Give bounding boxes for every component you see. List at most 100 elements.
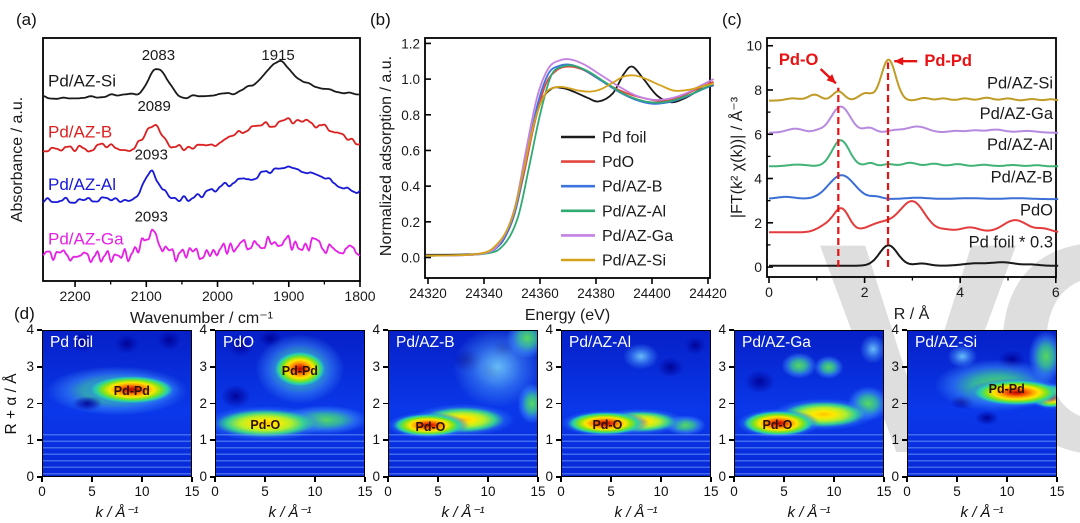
panel-b-y-tick-label: 1.0 — [401, 72, 420, 87]
heatmap-x-tick-label: 10 — [826, 484, 842, 499]
panel-a-peak-label: 2093 — [135, 147, 168, 164]
heatmap-x-tick-label: 0 — [384, 484, 392, 499]
heatmap-y-tick — [210, 365, 215, 368]
heatmap-y-tick-label: 0 — [372, 469, 380, 484]
heatmap-x-tick — [833, 477, 835, 482]
heatmap-y-tick — [902, 439, 907, 442]
heatmap-y-axis-title: R + α / Å — [3, 372, 20, 435]
legend-label-2: Pd/AZ-B — [602, 179, 662, 196]
heatmap-x-tick-label: 10 — [307, 484, 323, 499]
panel-a-curve-2 — [42, 165, 361, 204]
panel-a-peak-label: 2093 — [135, 209, 168, 226]
heatmap-x-tick-label: 15 — [357, 484, 373, 499]
heatmap-y-tick — [37, 402, 42, 405]
legend-label-5: Pd/AZ-Si — [602, 253, 666, 270]
heatmap-x-tick — [560, 477, 562, 482]
heatmap-title: Pd/AZ-Si — [915, 334, 978, 351]
heatmap-bond-label: Pd-O — [762, 418, 793, 433]
legend-label-0: Pd foil — [602, 130, 646, 147]
panel-c-annotation-Pd-Pd: Pd-Pd — [924, 52, 972, 70]
heatmap-x-tick-label: 10 — [480, 484, 496, 499]
panel-b-x-tick-label: 24400 — [633, 286, 671, 301]
heatmap-x-axis-title: k / Å⁻¹ — [614, 504, 658, 521]
heatmap-bond-label: Pd-Pd — [113, 383, 150, 398]
heatmap-x-tick-label: 15 — [184, 484, 200, 499]
heatmap-y-tick-label: 3 — [891, 358, 899, 374]
heatmap-x-tick-label: 0 — [38, 484, 46, 499]
heatmap-y-tick — [729, 402, 734, 405]
heatmap-y-tick-label: 1 — [718, 432, 726, 448]
panel-b-y-tick-label: 0.0 — [401, 251, 420, 266]
heatmap-y-tick-label: 0 — [199, 469, 207, 484]
panel-a-x-tick-label: 1800 — [344, 288, 375, 304]
panel-b-y-tick-label: 0.4 — [401, 179, 420, 194]
heatmap-y-tick-label: 3 — [718, 358, 726, 374]
legend-label-4: Pd/AZ-Ga — [602, 228, 673, 245]
legend-label-1: PdO — [602, 154, 634, 171]
heatmap-y-tick-label: 4 — [718, 322, 726, 337]
wavelet-map-pd-az-si: Pd/AZ-Si Pd-Pd — [907, 330, 1057, 477]
heatmap-y-tick-label: 1 — [199, 432, 207, 448]
heatmap-x-tick — [214, 477, 216, 482]
heatmap-x-tick — [883, 477, 885, 482]
heatmap-bond-label: Pd-O — [250, 418, 281, 433]
heatmap-x-axis-title: k / Å⁻¹ — [441, 504, 485, 521]
heatmap-title: Pd/AZ-Ga — [742, 334, 811, 351]
heatmap-y-tick — [556, 329, 561, 331]
wavelet-map-pd-az-al: Pd/AZ-Al Pd-O — [561, 330, 711, 477]
panel-a-peak-label: 2083 — [142, 47, 175, 64]
heatmap-x-tick-label: 5 — [434, 484, 442, 499]
panel-b-y-tick-label: 1.2 — [401, 36, 420, 51]
panel-b-y-tick-label: 0.6 — [401, 143, 420, 158]
heatmap-y-tick-label: 4 — [26, 322, 34, 337]
panel-a-series-label: Pd/AZ-Ga — [48, 229, 124, 248]
heatmap-y-tick — [902, 402, 907, 405]
panel-c-x-tick-label: 0 — [765, 284, 773, 300]
heatmap-y-tick-label: 4 — [199, 322, 207, 337]
panel-c-y-tick-label: 8 — [754, 82, 762, 98]
heatmap-x-tick — [141, 477, 143, 482]
heatmap-x-tick — [710, 477, 712, 482]
panel-c-series-label: Pd/AZ-Ga — [980, 105, 1054, 123]
heatmap-x-tick — [191, 477, 193, 482]
heatmap-y-tick-label: 4 — [372, 322, 380, 337]
heatmap-x-tick — [264, 477, 266, 482]
panel-c-series-label: PdO — [1020, 202, 1053, 220]
heatmap-x-tick-label: 5 — [607, 484, 615, 499]
heatmap-y-tick — [383, 476, 388, 478]
heatmap-y-tick-label: 1 — [545, 432, 553, 448]
heatmap-x-tick — [364, 477, 366, 482]
heatmap-y-tick — [902, 329, 907, 331]
heatmap-x-tick — [91, 477, 93, 482]
panel-a-series-label: Pd/AZ-Al — [48, 175, 116, 194]
heatmap-y-tick — [383, 402, 388, 405]
panel-c-curve-5 — [768, 58, 1059, 102]
heatmap-low-k-stripes — [908, 433, 1056, 476]
heatmap-y-tick — [210, 439, 215, 442]
heatmap-x-tick — [314, 477, 316, 482]
panel-c-x-tick-label: 4 — [956, 284, 964, 300]
panel-a-curve-3 — [42, 228, 361, 264]
heatmap-x-axis-title: k / Å⁻¹ — [787, 504, 831, 521]
panel-b-axis-box — [424, 37, 711, 279]
panel-c-series-label: Pd/AZ-B — [991, 168, 1053, 186]
heatmap-y-tick — [729, 329, 734, 331]
panel-c-curve-3 — [768, 139, 1059, 168]
panel-a-label: (a) — [16, 10, 37, 29]
heatmap-x-tick — [733, 477, 735, 482]
heatmap-x-tick — [1006, 477, 1008, 482]
panel-b-x-tick-label: 24340 — [465, 286, 503, 301]
heatmap-y-tick — [556, 439, 561, 442]
heatmap-y-tick — [210, 402, 215, 405]
heatmap-y-tick-label: 0 — [718, 469, 726, 484]
panel-c-annotation-arrow-1-head — [894, 57, 904, 66]
heatmap-x-tick — [906, 477, 908, 482]
panel-a-peak-label: 1915 — [261, 47, 294, 64]
panel-c-y-tick-label: 10 — [746, 38, 762, 54]
heatmap-y-tick — [556, 365, 561, 368]
panel-c-curve-0 — [768, 244, 1059, 267]
heatmap-y-tick — [383, 439, 388, 442]
heatmap-x-tick-label: 5 — [88, 484, 96, 499]
heatmap-y-tick — [556, 402, 561, 405]
